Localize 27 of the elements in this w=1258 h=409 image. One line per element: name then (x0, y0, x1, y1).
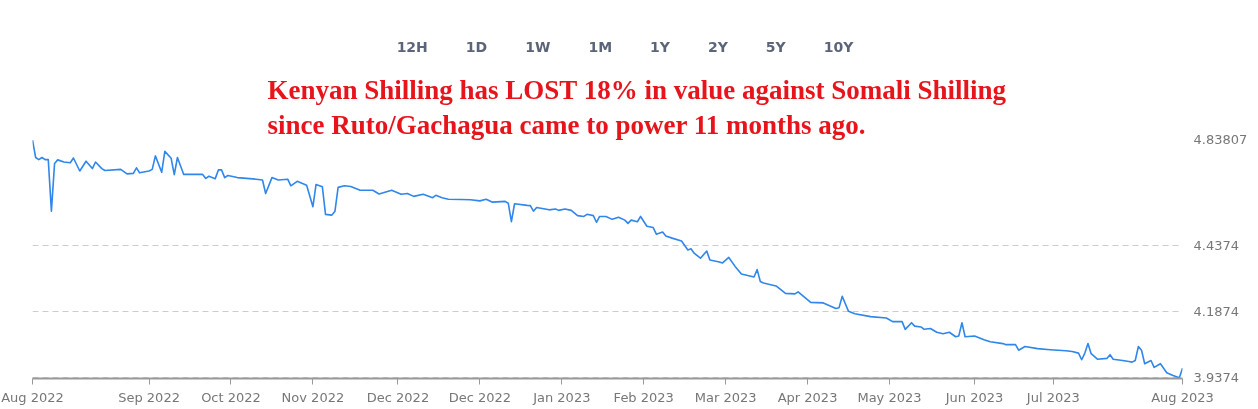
x-tick-label: Mar 2023 (694, 389, 757, 405)
x-tick-label: Oct 2022 (201, 389, 261, 405)
x-tick-label: Sep 2022 (118, 389, 180, 405)
text: 12H (395, 38, 429, 57)
text: 5Y (764, 38, 787, 57)
x-tick-label: May 2023 (857, 389, 922, 405)
y-tick-label: 3.9374 (1193, 370, 1239, 386)
x-tick-label: Jul 2023 (1025, 389, 1080, 405)
y-tick-label: 4.83807 (1193, 132, 1248, 147)
text: 1D (464, 38, 489, 57)
y-tick-label: 4.4374 (1193, 237, 1239, 253)
x-tick-label: Feb 2023 (613, 389, 674, 405)
x-tick-label: Aug 2023 (1151, 389, 1214, 405)
y-tick-label: 4.1874 (1193, 304, 1239, 320)
x-tick-label: Jun 2023 (944, 389, 1004, 405)
text: 10Y (822, 38, 855, 57)
x-tick-label: Dec 2022 (448, 389, 512, 405)
x-tick-label: Aug 2022 (1, 389, 64, 405)
chart-title: Kenyan Shilling has LOST 18% in value against Somali Shilling since Ruto/Gachagua came to power 11 months ago. (267, 75, 1007, 140)
x-tick-label: Nov 2022 (281, 389, 345, 405)
text: 2Y (706, 38, 729, 57)
x-tick-label: Apr 2023 (777, 389, 838, 405)
x-tick-label: Jan 2023 (532, 389, 591, 405)
text: 1W (524, 38, 552, 57)
text: 1Y (649, 38, 671, 57)
text: 1M (587, 38, 614, 57)
x-tick-label: Dec 2022 (366, 389, 430, 405)
